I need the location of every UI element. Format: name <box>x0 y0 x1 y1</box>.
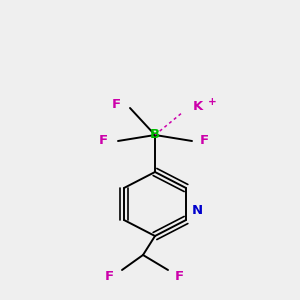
Text: F: F <box>111 98 121 110</box>
Text: B: B <box>150 128 160 142</box>
Text: F: F <box>98 134 108 148</box>
Text: F: F <box>104 271 114 284</box>
Text: K: K <box>193 100 203 112</box>
Text: F: F <box>200 134 208 148</box>
Text: N: N <box>191 203 203 217</box>
Text: +: + <box>208 97 216 107</box>
Text: F: F <box>174 271 184 284</box>
